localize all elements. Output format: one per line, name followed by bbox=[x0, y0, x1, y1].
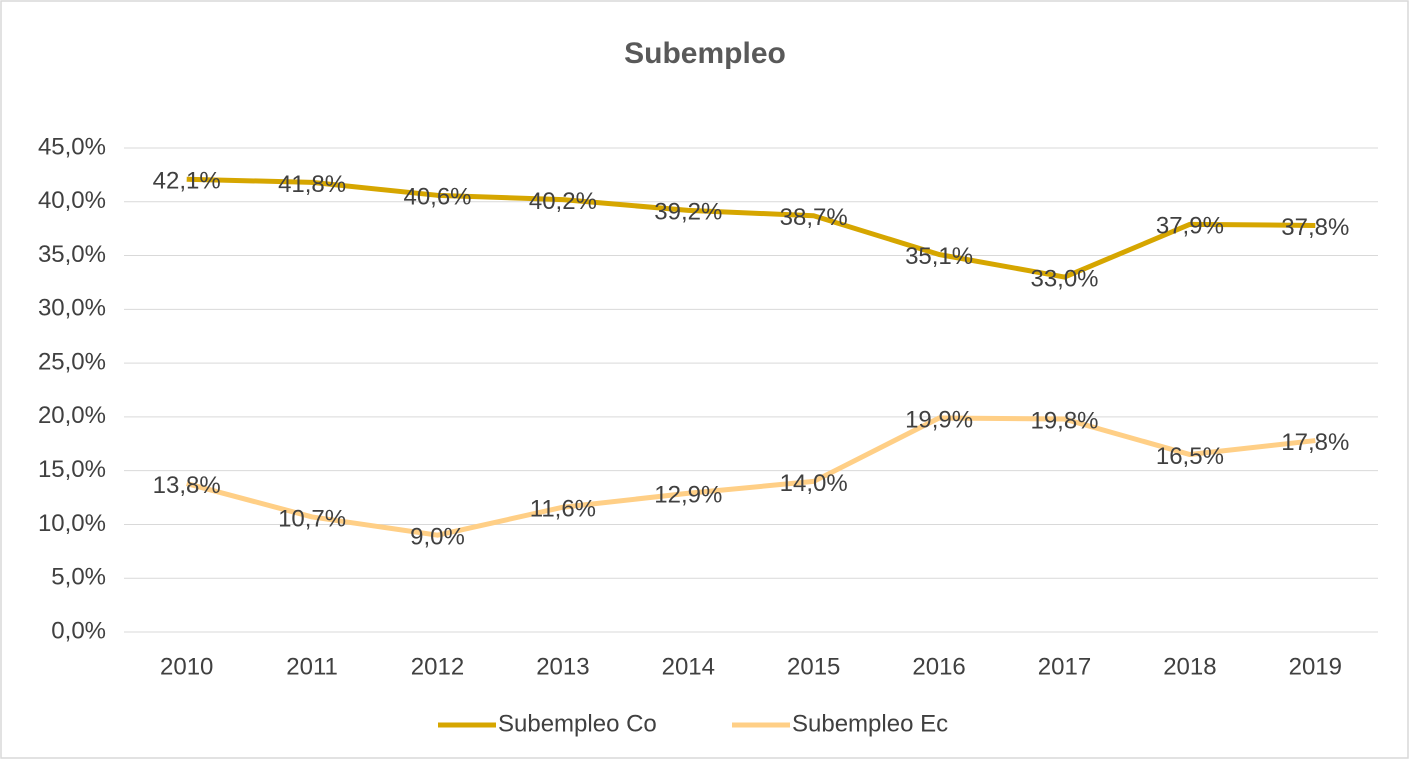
series-line bbox=[186, 176, 1316, 280]
y-tick-label: 0,0% bbox=[51, 617, 106, 644]
y-tick-label: 20,0% bbox=[38, 402, 106, 429]
y-tick-label: 35,0% bbox=[38, 241, 106, 268]
legend-label: Subempleo Ec bbox=[792, 710, 948, 737]
y-tick-label: 10,0% bbox=[38, 510, 106, 537]
x-tick-label: 2011 bbox=[286, 653, 338, 680]
x-tick-label: 2014 bbox=[662, 653, 715, 680]
data-label: 13,8% bbox=[153, 472, 221, 499]
data-label: 12,9% bbox=[654, 482, 722, 509]
data-label: 41,8% bbox=[278, 171, 346, 198]
x-tick-label: 2016 bbox=[912, 653, 965, 680]
y-tick-label: 25,0% bbox=[38, 348, 106, 375]
data-label: 9,0% bbox=[410, 524, 465, 551]
x-tick-label: 2012 bbox=[411, 653, 464, 680]
data-label: 19,9% bbox=[905, 406, 973, 433]
y-tick-label: 40,0% bbox=[38, 187, 106, 214]
x-tick-label: 2010 bbox=[160, 653, 213, 680]
y-tick-label: 15,0% bbox=[38, 456, 106, 483]
data-label: 37,8% bbox=[1281, 214, 1349, 241]
data-label: 38,7% bbox=[780, 204, 848, 231]
data-label: 17,8% bbox=[1281, 429, 1349, 456]
y-tick-label: 5,0% bbox=[51, 564, 106, 591]
data-label: 40,2% bbox=[529, 188, 597, 215]
y-tick-label: 30,0% bbox=[38, 295, 106, 322]
data-label: 42,1% bbox=[153, 168, 221, 195]
data-label: 39,2% bbox=[654, 199, 722, 226]
x-tick-label: 2015 bbox=[787, 653, 840, 680]
data-label: 33,0% bbox=[1030, 265, 1098, 292]
x-tick-label: 2013 bbox=[536, 653, 589, 680]
data-label: 40,6% bbox=[403, 184, 471, 211]
x-tick-label: 2018 bbox=[1163, 653, 1216, 680]
data-label: 10,7% bbox=[278, 505, 346, 532]
data-label: 19,8% bbox=[1030, 407, 1098, 434]
data-label: 11,6% bbox=[530, 496, 596, 523]
data-label: 14,0% bbox=[780, 470, 848, 497]
data-label: 35,1% bbox=[905, 243, 973, 270]
series-line bbox=[186, 415, 1316, 538]
x-tick-label: 2017 bbox=[1038, 653, 1091, 680]
data-label: 37,9% bbox=[1156, 213, 1224, 240]
legend-label: Subempleo Co bbox=[498, 710, 657, 737]
chart-title: Subempleo bbox=[624, 37, 786, 70]
x-tick-label: 2019 bbox=[1289, 653, 1342, 680]
y-tick-label: 45,0% bbox=[38, 133, 106, 160]
data-label: 16,5% bbox=[1156, 443, 1224, 470]
